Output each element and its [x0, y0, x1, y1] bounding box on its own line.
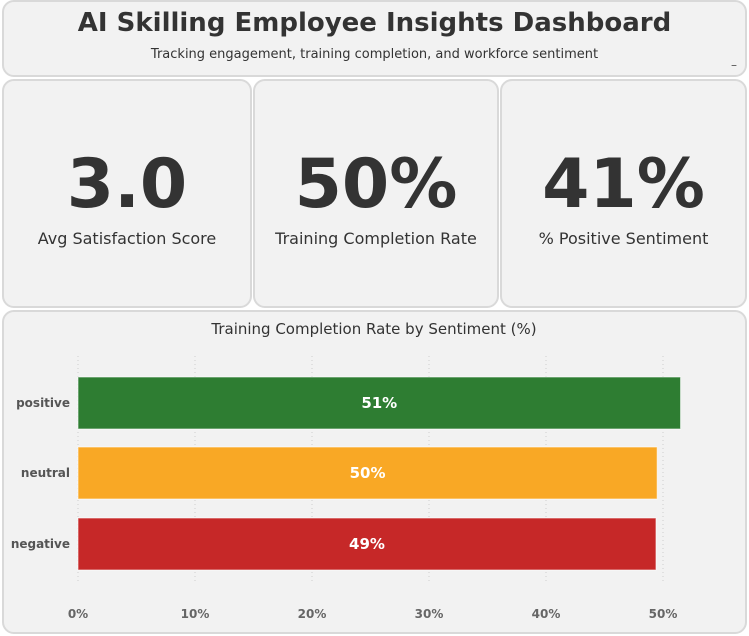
bar-negative [77, 517, 657, 571]
x-tick-label: 10% [181, 607, 210, 621]
kpi-card-satisfaction: 3.0 Avg Satisfaction Score [2, 79, 252, 308]
bar-positive [77, 376, 682, 430]
kpi-value: 50% [294, 145, 458, 224]
chart-panel: Training Completion Rate by Sentiment (%… [2, 310, 747, 634]
y-category-label: positive [16, 396, 70, 410]
kpi-card-training-completion: 50% Training Completion Rate [253, 79, 499, 308]
y-category-label: negative [11, 537, 70, 551]
page-title: AI Skilling Employee Insights Dashboard [77, 8, 672, 38]
y-category-label: neutral [21, 466, 70, 480]
x-tick-label: 0% [68, 607, 88, 621]
minimize-icon[interactable]: – [731, 58, 737, 72]
x-tick-label: 20% [298, 607, 327, 621]
kpi-value: 3.0 [66, 145, 188, 224]
kpi-label: Avg Satisfaction Score [37, 229, 217, 248]
completion-by-sentiment-chart: Training Completion Rate by Sentiment (%… [11, 320, 682, 621]
kpi-label: Training Completion Rate [275, 229, 477, 248]
dashboard-header: AI Skilling Employee Insights Dashboard … [2, 0, 747, 77]
x-tick-label: 50% [649, 607, 678, 621]
kpi-card-positive-sentiment: 41% % Positive Sentiment [500, 79, 747, 308]
x-tick-label: 40% [532, 607, 561, 621]
data-label: 49% [349, 535, 385, 553]
bar-neutral [77, 446, 658, 500]
kpi-value: 41% [542, 145, 705, 224]
data-label: 51% [361, 394, 397, 412]
data-label: 50% [350, 464, 386, 482]
kpi-label: % Positive Sentiment [538, 229, 709, 248]
page-subtitle: Tracking engagement, training completion… [150, 47, 599, 62]
x-tick-label: 30% [415, 607, 444, 621]
chart-title: Training Completion Rate by Sentiment (%… [210, 320, 536, 338]
